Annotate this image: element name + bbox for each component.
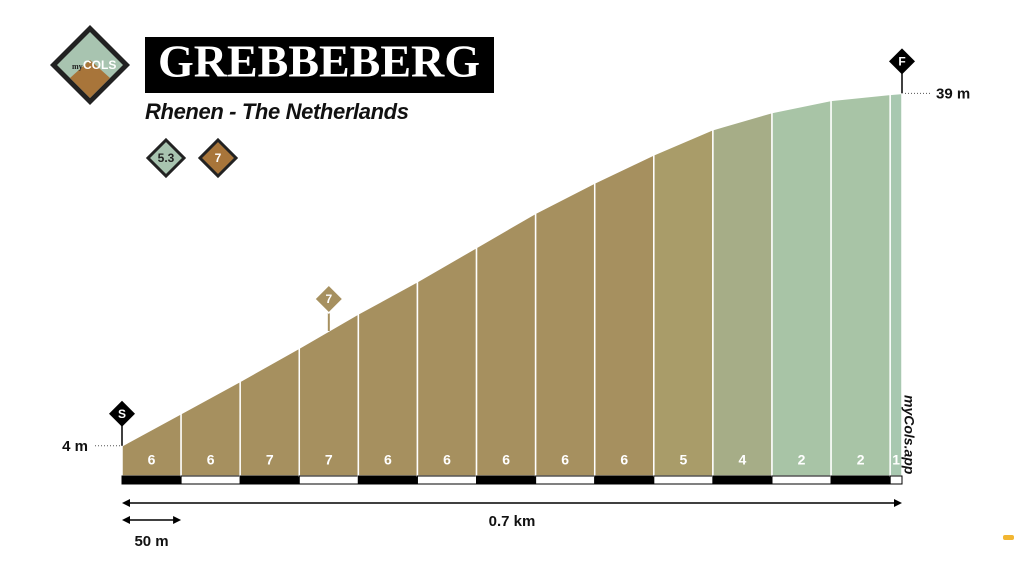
arrow-head <box>173 516 182 524</box>
elevation-label: 39 m <box>936 85 970 102</box>
arrow-head <box>122 499 130 507</box>
segment <box>593 153 655 477</box>
segment <box>357 280 419 477</box>
gradient-label: 6 <box>443 452 451 468</box>
gradient-label: 7 <box>325 452 333 468</box>
distance-stripe <box>416 475 478 485</box>
segment <box>416 246 478 477</box>
marker-label: S <box>118 407 126 421</box>
distance-stripe <box>594 475 655 485</box>
distance-stripe <box>771 475 832 485</box>
gradient-label: 6 <box>207 452 215 468</box>
distance-stripe <box>830 475 891 485</box>
logo-mountain <box>70 60 110 98</box>
segment <box>712 111 773 477</box>
segment <box>534 181 596 477</box>
arrow-head <box>894 499 902 507</box>
marker <box>109 400 135 427</box>
logo-prefix: my <box>72 62 83 71</box>
gradient-label: 2 <box>857 452 865 468</box>
distance-stripe <box>121 475 182 485</box>
marker-label: F <box>898 55 905 69</box>
avg-gradient: 5.3 <box>158 151 175 165</box>
distance-stripe <box>298 475 359 485</box>
distance-stripe <box>712 475 773 485</box>
avg-gradient-badge <box>145 137 187 179</box>
segment <box>830 93 891 477</box>
gradient-label: 6 <box>561 452 569 468</box>
distance-stripe <box>889 475 903 485</box>
gradient-label: 6 <box>502 452 510 468</box>
gradient-label: 2 <box>798 452 806 468</box>
elevation-label: 4 m <box>62 438 88 455</box>
gradient-label: 5 <box>679 452 687 468</box>
watermark: myCols.app <box>901 395 917 475</box>
distance-stripe <box>180 475 241 485</box>
distance-stripe <box>357 475 418 485</box>
max-gradient-badge <box>197 137 239 179</box>
gradient-label: 7 <box>266 452 274 468</box>
distance-stripe <box>239 475 300 485</box>
segment <box>475 211 537 477</box>
total-distance: 0.7 km <box>489 513 536 530</box>
chart-subtitle: Rhenen - The Netherlands <box>145 99 409 124</box>
gradient-label: 4 <box>739 452 747 468</box>
gradient-label: 6 <box>148 452 156 468</box>
segment <box>771 99 832 477</box>
segment <box>653 128 714 477</box>
gradient-label: 6 <box>620 452 628 468</box>
segment <box>889 92 903 477</box>
corner-dash <box>1003 535 1014 540</box>
distance-stripe <box>476 475 537 485</box>
logo: my COLS <box>50 25 130 105</box>
max-gradient: 7 <box>215 151 222 165</box>
max-marker <box>313 283 344 315</box>
logo-name: COLS <box>83 58 116 72</box>
distance-stripe <box>653 475 714 485</box>
chart-title: GREBBEBERG <box>158 36 480 87</box>
marker <box>889 48 915 75</box>
title-box <box>145 37 494 93</box>
arrow-head <box>122 516 130 524</box>
distance-stripe <box>535 475 596 485</box>
gradient-label: 6 <box>384 452 392 468</box>
scale-label: 50 m <box>134 533 168 550</box>
max-marker-label: 7 <box>325 292 332 306</box>
gradient-label: 1 <box>892 452 900 468</box>
